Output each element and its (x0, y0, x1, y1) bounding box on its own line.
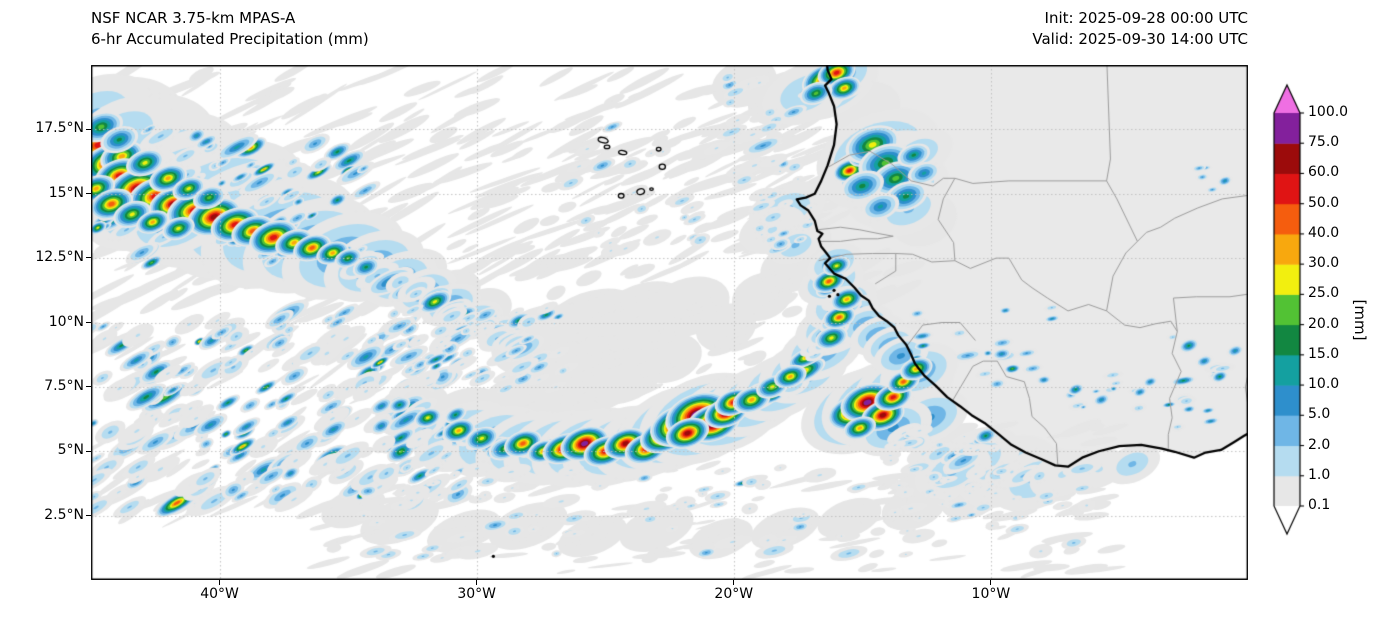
lon-tick-label: 40°W (200, 586, 239, 602)
lon-tick-label: 20°W (714, 586, 754, 602)
valid-time: Valid: 2025-09-30 14:00 UTC (1032, 30, 1248, 48)
map-canvas (91, 65, 1248, 580)
colorbar (1270, 78, 1316, 578)
lat-tick-label: 12.5°N (35, 249, 84, 266)
field-title: 6-hr Accumulated Precipitation (mm) (91, 30, 369, 48)
lat-tick-label: 2.5°N (44, 506, 84, 523)
colorbar-unit-label: [mm] (1351, 299, 1369, 341)
lat-tick-label: 10°N (48, 313, 84, 330)
lon-tick-label: 10°W (971, 586, 1011, 602)
lon-tick-mark (218, 580, 220, 585)
model-title: NSF NCAR 3.75-km MPAS-A (91, 9, 296, 27)
lon-tick-mark (733, 580, 735, 585)
lat-tick-label: 7.5°N (44, 377, 84, 394)
lat-tick-label: 5°N (57, 442, 84, 459)
lat-tick-label: 17.5°N (35, 120, 84, 137)
init-time: Init: 2025-09-28 00:00 UTC (1044, 9, 1248, 27)
lon-tick-mark (990, 580, 992, 585)
lat-tick-label: 15°N (48, 184, 84, 201)
lon-tick-mark (475, 580, 477, 585)
title-block: NSF NCAR 3.75-km MPAS-A 6-hr Accumulated… (91, 8, 369, 50)
lon-tick-label: 30°W (457, 586, 496, 602)
time-block: Init: 2025-09-28 00:00 UTC Valid: 2025-0… (1032, 8, 1248, 50)
